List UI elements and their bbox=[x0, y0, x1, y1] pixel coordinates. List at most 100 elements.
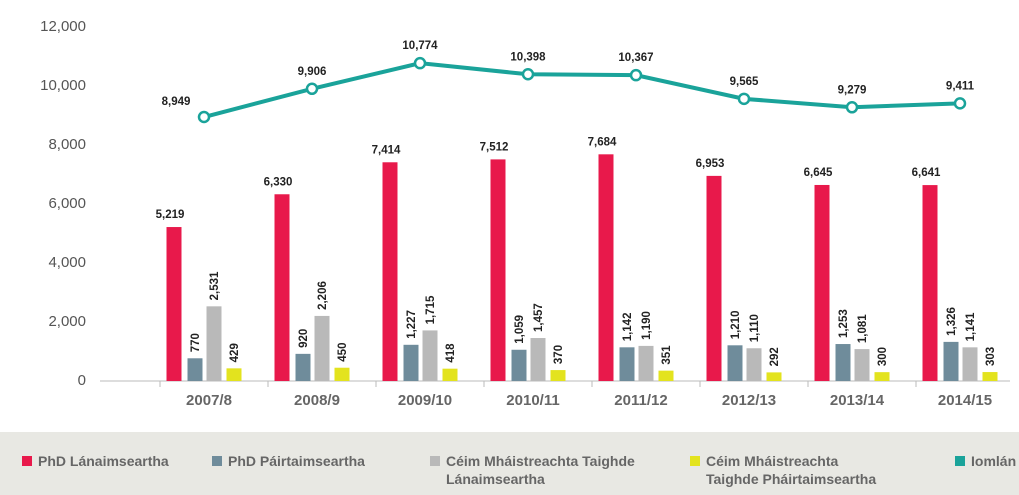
bar bbox=[490, 159, 506, 381]
bar bbox=[274, 194, 290, 381]
point bbox=[197, 110, 211, 124]
point bbox=[521, 68, 535, 81]
value-label: 6,641 bbox=[912, 167, 941, 179]
value-label: 770 bbox=[190, 333, 202, 352]
bar bbox=[187, 358, 203, 381]
x-tick-label: 2007/8 bbox=[186, 392, 232, 409]
value-label: 351 bbox=[661, 345, 673, 365]
value-label: 1,141 bbox=[965, 312, 977, 341]
bar bbox=[746, 348, 762, 381]
bar bbox=[422, 330, 438, 381]
y-tick-label: 0 bbox=[78, 372, 86, 389]
bar bbox=[403, 344, 419, 381]
x-tick-label: 2013/14 bbox=[830, 392, 885, 409]
bar bbox=[962, 347, 978, 381]
bar bbox=[766, 372, 782, 381]
value-label: 1,190 bbox=[641, 311, 653, 340]
point bbox=[629, 68, 643, 82]
legend-item: Céim Mháistreachta Taighde Lánaimseartha bbox=[430, 452, 650, 488]
bar bbox=[314, 315, 330, 381]
value-label: 8,949 bbox=[162, 96, 191, 108]
bar bbox=[511, 349, 527, 381]
value-label: 303 bbox=[985, 347, 997, 366]
legend-swatch bbox=[22, 456, 32, 466]
value-label: 418 bbox=[445, 343, 457, 363]
value-label: 1,110 bbox=[749, 314, 761, 342]
legend-item: Céim Mháistreachta Taighde Pháirtaimsear… bbox=[690, 452, 890, 488]
bar bbox=[334, 367, 350, 381]
value-label: 9,279 bbox=[838, 84, 867, 96]
value-label: 1,253 bbox=[838, 309, 850, 338]
value-label: 920 bbox=[298, 329, 310, 348]
plot: 0 2,000 4,000 6,000 8,000 10,000 12,000 2007/8 2… bbox=[40, 18, 1010, 409]
value-label: 1,326 bbox=[946, 307, 958, 336]
value-label: 6,953 bbox=[696, 158, 725, 170]
y-tick-label: 2,000 bbox=[48, 313, 86, 330]
value-label: 1,059 bbox=[514, 315, 526, 344]
x-tick-label: 2010/11 bbox=[506, 392, 559, 409]
legend: PhD Lánaimseartha PhD Páirtaimseartha Céim… bbox=[0, 432, 1019, 495]
point bbox=[413, 56, 427, 70]
bar bbox=[638, 345, 654, 381]
legend-swatch bbox=[690, 456, 700, 466]
bar bbox=[166, 227, 182, 381]
value-label: 1,142 bbox=[622, 313, 634, 342]
value-label: 370 bbox=[553, 345, 565, 364]
value-label: 1,210 bbox=[730, 311, 742, 340]
value-label: 1,227 bbox=[406, 310, 418, 339]
legend-item: PhD Lánaimseartha bbox=[22, 452, 202, 470]
bar bbox=[598, 154, 614, 381]
value-label: 10,398 bbox=[510, 51, 546, 63]
bar bbox=[550, 370, 566, 381]
bar bbox=[982, 372, 998, 381]
value-label: 429 bbox=[229, 343, 241, 362]
legend-item: PhD Páirtaimseartha bbox=[212, 452, 412, 470]
point bbox=[305, 82, 319, 96]
value-label: 6,645 bbox=[804, 167, 833, 179]
bar bbox=[442, 368, 458, 381]
value-label: 10,774 bbox=[402, 40, 438, 52]
legend-label: Iomlán bbox=[971, 453, 1017, 469]
value-label: 1,081 bbox=[857, 314, 869, 343]
value-label: 292 bbox=[769, 347, 781, 366]
value-label: 1,457 bbox=[533, 303, 545, 332]
legend-item: Iomlán bbox=[955, 452, 1019, 470]
value-label: 1,715 bbox=[425, 295, 437, 324]
value-label: 300 bbox=[877, 347, 889, 366]
bar bbox=[226, 368, 242, 381]
y-tick-label: 12,000 bbox=[40, 18, 86, 35]
value-label: 7,512 bbox=[480, 141, 509, 153]
value-label: 2,206 bbox=[317, 281, 329, 310]
bar bbox=[943, 341, 959, 381]
bar bbox=[835, 344, 851, 381]
point bbox=[845, 101, 859, 114]
value-label: 6,330 bbox=[264, 176, 293, 188]
value-label: 450 bbox=[337, 343, 349, 362]
bar bbox=[295, 353, 311, 381]
bar bbox=[530, 338, 546, 381]
x-tick-label: 2008/9 bbox=[294, 392, 340, 409]
x-tick-label: 2014/15 bbox=[938, 392, 992, 409]
point bbox=[953, 97, 967, 110]
bar bbox=[854, 349, 870, 381]
legend-swatch bbox=[955, 456, 965, 466]
bar bbox=[382, 162, 398, 381]
value-label: 2,531 bbox=[209, 271, 221, 300]
point bbox=[737, 92, 751, 106]
value-label: 10,367 bbox=[618, 52, 653, 64]
value-label: 7,414 bbox=[372, 144, 401, 156]
bar bbox=[814, 184, 830, 381]
bar bbox=[874, 372, 890, 381]
bar bbox=[727, 345, 743, 381]
y-tick-label: 10,000 bbox=[40, 77, 86, 94]
value-label: 7,684 bbox=[588, 136, 617, 148]
value-label: 9,906 bbox=[298, 66, 327, 78]
bar bbox=[922, 185, 938, 381]
y-tick-label: 4,000 bbox=[48, 254, 86, 271]
value-label: 5,219 bbox=[156, 209, 185, 221]
legend-swatch bbox=[212, 456, 222, 466]
legend-label: Céim Mháistreachta Taighde Pháirtaimsear… bbox=[706, 453, 877, 487]
legend-swatch bbox=[430, 456, 440, 466]
value-label: 9,411 bbox=[946, 80, 975, 92]
